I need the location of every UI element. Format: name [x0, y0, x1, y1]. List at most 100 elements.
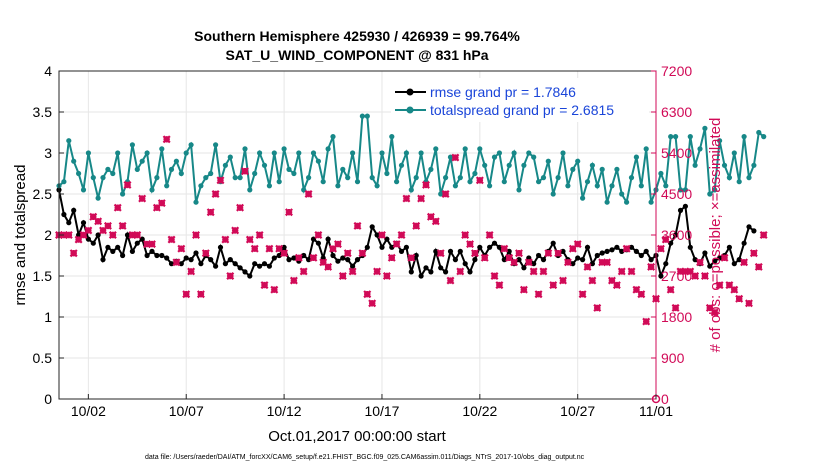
obs-assimilated-point: [426, 212, 435, 221]
rmse-point: [550, 240, 556, 246]
totalspread-point: [252, 170, 258, 177]
obs-assimilated-point: [113, 203, 122, 212]
obs-assimilated-point: [187, 267, 196, 276]
rmse-point: [286, 257, 292, 263]
x-axis-label: Oct.01,2017 00:00:00 start: [268, 428, 446, 445]
obs-assimilated-point: [265, 244, 274, 253]
rmse-point: [408, 269, 414, 275]
totalspread-point: [261, 162, 268, 168]
totalspread-point: [663, 183, 669, 189]
rmse-point: [330, 252, 336, 259]
obs-assimilated-point: [147, 240, 156, 249]
totalspread-point: [71, 158, 77, 164]
totalspread-point: [540, 175, 547, 181]
rmse-point: [247, 273, 253, 279]
totalspread-point: [682, 187, 689, 193]
x-tick-label: 10/02: [71, 403, 106, 419]
rmse-point: [443, 269, 449, 275]
totalspread-point: [208, 170, 214, 177]
totalspread-point: [457, 175, 463, 181]
rmse-point: [643, 248, 649, 254]
rmse-point: [120, 252, 126, 259]
totalspread-point: [526, 150, 532, 156]
obs-assimilated-point: [515, 249, 523, 258]
obs-assimilated-point: [216, 176, 225, 185]
obs-assimilated-point: [578, 290, 587, 299]
totalspread-point: [702, 125, 708, 131]
rmse-point: [751, 228, 757, 234]
rmse-point: [71, 207, 77, 213]
rmse-point: [129, 248, 135, 254]
left-tick-label: 3.5: [33, 104, 53, 120]
right-tick-label: 900: [661, 350, 685, 366]
obs-assimilated-point: [382, 272, 391, 280]
rmse-point: [584, 244, 591, 250]
rmse-point: [501, 257, 507, 263]
totalspread-point: [335, 183, 341, 189]
totalspread-point: [447, 154, 454, 160]
totalspread-point: [203, 175, 209, 181]
obs-assimilated-point: [177, 244, 186, 253]
right-tick-label: 7200: [661, 63, 692, 79]
totalspread-point: [516, 187, 522, 193]
totalspread-point: [487, 183, 493, 189]
totalspread-point: [570, 166, 576, 172]
totalspread-point: [247, 187, 253, 193]
totalspread-point: [589, 162, 596, 168]
rmse-point: [648, 257, 654, 263]
rmse-point: [389, 244, 395, 250]
obs-assimilated-point: [319, 258, 328, 267]
totalspread-point: [188, 142, 194, 148]
rmse-point: [159, 252, 165, 259]
rmse-point: [438, 265, 444, 271]
rmse-point: [227, 257, 233, 263]
rmse-point: [115, 244, 121, 250]
rmse-point: [717, 255, 723, 261]
totalspread-point: [741, 134, 747, 140]
obs-assimilated-point: [192, 231, 200, 239]
obs-assimilated-point: [617, 267, 626, 276]
totalspread-point: [164, 183, 170, 189]
obs-assimilated-point: [280, 249, 289, 258]
totalspread-point: [183, 150, 189, 156]
obs-assimilated-point: [466, 240, 475, 249]
obs-assimilated-point: [637, 290, 646, 299]
totalspread-point: [604, 199, 610, 205]
obs-assimilated-point: [661, 235, 670, 244]
totalspread-point: [692, 162, 698, 168]
totalspread-point: [173, 158, 179, 164]
totalspread-point: [159, 146, 165, 152]
obs-assimilated-point: [353, 221, 362, 230]
totalspread-point: [359, 113, 365, 119]
totalspread-point: [374, 183, 380, 189]
totalspread-point: [751, 162, 757, 168]
totalspread-point: [624, 199, 630, 205]
obs-assimilated-point: [329, 244, 338, 253]
obs-assimilated-point: [544, 249, 553, 258]
rmse-point: [345, 257, 351, 263]
rmse-point: [144, 252, 150, 259]
rmse-point: [369, 224, 375, 230]
totalspread-point: [761, 134, 767, 140]
totalspread-series: [56, 113, 767, 205]
totalspread-point: [227, 154, 233, 160]
obs-assimilated-point: [539, 267, 548, 276]
totalspread-point: [668, 134, 674, 140]
obs-assimilated-point: [456, 267, 465, 276]
series-layer: [55, 113, 768, 404]
rmse-point: [291, 255, 297, 261]
totalspread-point: [237, 175, 243, 181]
obs-assimilated-point: [79, 231, 88, 239]
rmse-point: [712, 258, 718, 264]
obs-assimilated-point: [377, 231, 386, 239]
rmse-point: [677, 207, 684, 213]
rmse-point: [467, 269, 473, 275]
totalspread-point: [658, 170, 664, 177]
totalspread-point: [100, 175, 106, 181]
obs-assimilated-point: [554, 249, 563, 258]
obs-assimilated-point: [133, 231, 142, 239]
rmse-point: [477, 244, 483, 250]
obs-assimilated-point: [485, 231, 494, 239]
obs-assimilated-point: [710, 308, 719, 317]
totalspread-point: [638, 183, 644, 189]
